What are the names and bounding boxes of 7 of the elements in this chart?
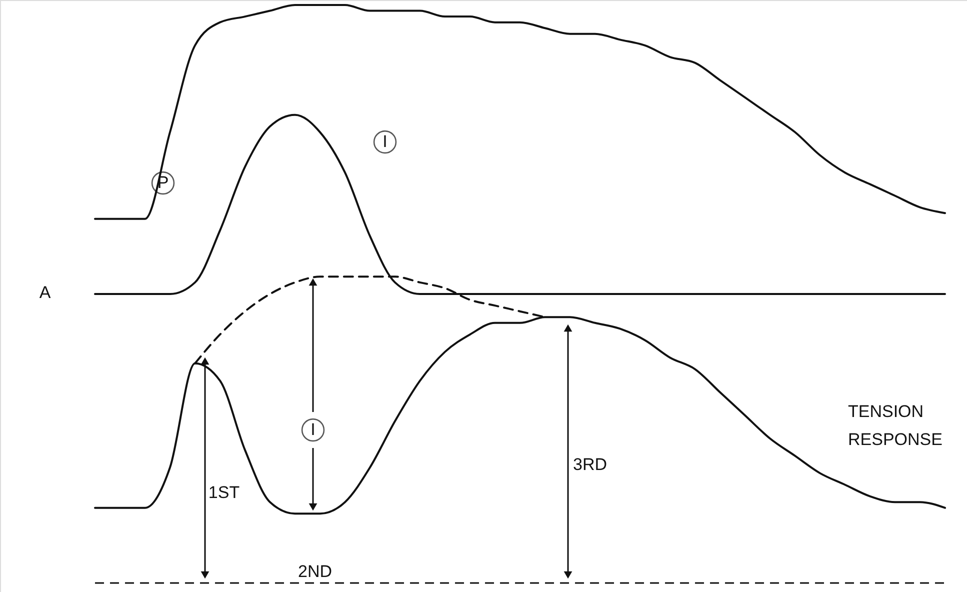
annotation: 1ST — [208, 483, 240, 502]
annotation: I — [310, 420, 316, 439]
annotation: 3RD — [572, 455, 608, 474]
annotation: 2ND — [298, 562, 332, 581]
text: A — [39, 283, 52, 302]
series-label: TENSION RESPONSE — [848, 402, 942, 449]
text: I — [382, 132, 388, 151]
